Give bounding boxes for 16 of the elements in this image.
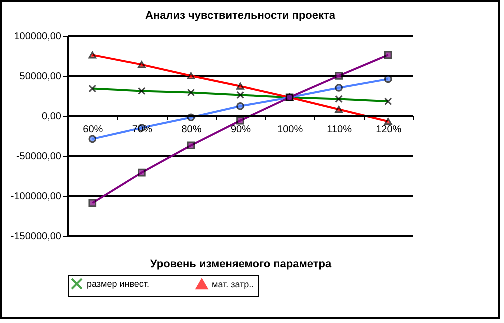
x-tick-label: 60% — [83, 124, 104, 136]
y-tick-label: -100000,00 — [10, 192, 62, 202]
legend-label: размер инвест. — [87, 279, 150, 289]
y-tick-label: 0,00 — [42, 112, 62, 122]
x-axis-title: Уровень изменяемого параметра — [150, 258, 332, 270]
y-tick-label: 100000,00 — [14, 32, 62, 42]
y-tick-label: -150000,00 — [10, 232, 62, 242]
chart-title: Анализ чувствительности проекта — [145, 10, 336, 22]
x-tick-label: 80% — [182, 124, 202, 136]
x-tick-label: 100% — [277, 124, 304, 136]
y-tick-label: 50000,00 — [20, 72, 62, 82]
legend-label: мат. затр.. — [212, 279, 254, 290]
x-tick-label: 90% — [230, 124, 252, 136]
y-tick-label: -50000,00 — [16, 152, 62, 162]
x-tick-label: 120% — [376, 124, 402, 136]
x-tick-label: 110% — [327, 124, 352, 136]
